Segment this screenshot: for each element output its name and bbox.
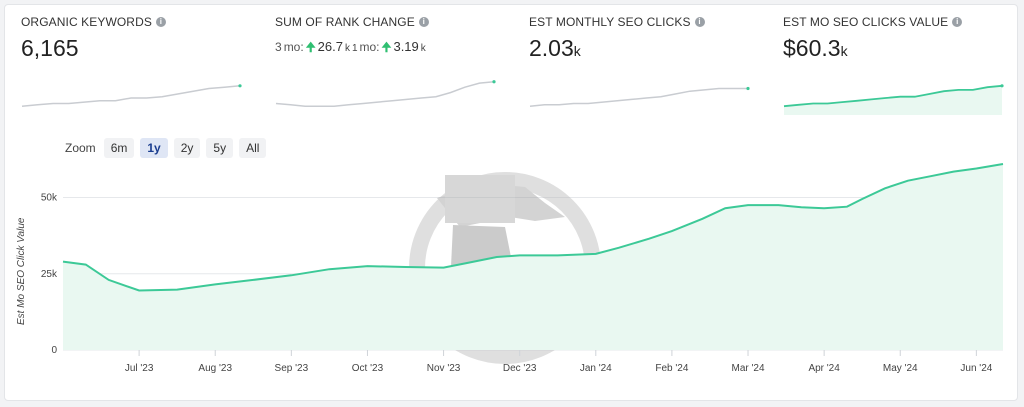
x-tick-label: Oct '23 bbox=[352, 363, 384, 374]
sparkline-line bbox=[783, 84, 1003, 108]
metric-value: 2.03k bbox=[529, 35, 759, 62]
y-axis-label: Est Mo SEO Click Value bbox=[16, 217, 27, 325]
arrow-up-icon: 🠉 bbox=[381, 40, 392, 54]
metric-organic-keywords: ORGANIC KEYWORDS i 6,165 bbox=[21, 15, 251, 120]
y-tick-label: 25k bbox=[41, 269, 58, 280]
metric-title-text: SUM OF RANK CHANGE bbox=[275, 15, 415, 29]
main-area-chart: Jul '23 Aug '23 Sep '23 Oct '23 Nov '23 Dec '… bbox=[41, 163, 1004, 374]
x-tick-label: Sep '23 bbox=[275, 363, 309, 374]
arrow-up-icon: 🠉 bbox=[305, 40, 316, 54]
sparkline-end-dot bbox=[746, 86, 750, 91]
sparkline-end-dot bbox=[238, 84, 242, 88]
y-tick-label: 0 bbox=[51, 345, 57, 356]
x-tick-label: Jan '24 bbox=[580, 363, 612, 374]
metric-est-monthly-seo-clicks: EST MONTHLY SEO CLICKS i 2.03k bbox=[529, 15, 759, 120]
sparkline-line bbox=[21, 85, 241, 107]
rank-change-value-1: 26.7 bbox=[317, 39, 343, 54]
metric-value-suffix: k bbox=[840, 43, 848, 59]
metric-title-text: EST MO SEO CLICKS VALUE bbox=[783, 15, 949, 29]
x-tick-label: Feb '24 bbox=[655, 363, 688, 374]
sparkline-end-dot bbox=[492, 80, 496, 84]
zoom-2y-button[interactable]: 2y bbox=[173, 138, 201, 158]
metric-value-text: $60.3 bbox=[783, 35, 841, 61]
sparkline-line bbox=[275, 80, 495, 107]
metric-value-suffix: k bbox=[573, 43, 581, 59]
sparkline-area bbox=[784, 85, 1002, 115]
chart-series-line bbox=[62, 163, 1004, 292]
metric-sum-rank-change: SUM OF RANK CHANGE i 3 mo: 🠉 26.7 k 1 mo… bbox=[275, 15, 505, 120]
metric-value: 6,165 bbox=[21, 35, 251, 62]
sparkline-seo-clicks-value bbox=[783, 84, 1004, 115]
rank-change-values: 3 mo: 🠉 26.7 k 1 mo: 🠉 3.19 k bbox=[275, 38, 505, 59]
zoom-all-button[interactable]: All bbox=[239, 138, 267, 158]
analytics-card: ORGANIC KEYWORDS i 6,165 SUM OF RANK CHA… bbox=[4, 4, 1018, 401]
x-axis-ticks: Jul '23 Aug '23 Sep '23 Oct '23 Nov '23 Dec '… bbox=[125, 350, 993, 374]
rank-period-3: 3 bbox=[275, 40, 282, 54]
metric-title-text: EST MONTHLY SEO CLICKS bbox=[529, 15, 691, 29]
zoom-controls: Zoom 6m 1y 2y 5y All bbox=[65, 138, 267, 158]
metric-title-text: ORGANIC KEYWORDS bbox=[21, 15, 152, 29]
metric-value-text: 2.03 bbox=[529, 35, 574, 61]
sparkline-seo-clicks bbox=[529, 86, 750, 107]
info-circle-icon[interactable]: i bbox=[155, 17, 166, 27]
info-circle-icon[interactable]: i bbox=[418, 17, 429, 27]
metric-est-mo-seo-clicks-value: EST MO SEO CLICKS VALUE i $60.3k bbox=[783, 15, 1013, 120]
metric-title: SUM OF RANK CHANGE i bbox=[275, 15, 505, 29]
info-circle-icon[interactable]: i bbox=[952, 17, 963, 27]
metric-title: EST MO SEO CLICKS VALUE i bbox=[783, 15, 1013, 29]
metric-value-text: 6,165 bbox=[21, 35, 79, 61]
zoom-6m-button[interactable]: 6m bbox=[103, 138, 135, 158]
metric-title: ORGANIC KEYWORDS i bbox=[21, 15, 251, 29]
rank-period-1: 1 bbox=[351, 43, 358, 54]
x-tick-label: Aug '23 bbox=[198, 363, 232, 374]
x-tick-label: Mar '24 bbox=[731, 363, 764, 374]
x-tick-label: Jun '24 bbox=[960, 363, 992, 374]
rank-change-value-2: 3.19 bbox=[393, 39, 419, 54]
sparkline-end-dot bbox=[1000, 84, 1004, 88]
sparkline-organic-keywords bbox=[21, 84, 242, 107]
rank-change-unit-2: k bbox=[420, 43, 426, 54]
x-tick-label: Jul '23 bbox=[125, 363, 154, 374]
rank-period-label: mo: bbox=[359, 40, 380, 54]
x-tick-label: May '24 bbox=[883, 363, 918, 374]
rank-period-label: mo: bbox=[283, 40, 304, 54]
zoom-1y-button[interactable]: 1y bbox=[140, 138, 168, 158]
sparkline-rank-change bbox=[275, 80, 496, 107]
rank-change-unit-1: k bbox=[344, 43, 350, 54]
metric-value: $60.3k bbox=[783, 35, 1013, 62]
zoom-5y-button[interactable]: 5y bbox=[206, 138, 234, 158]
chart-area-fill bbox=[63, 164, 1003, 350]
info-circle-icon[interactable]: i bbox=[694, 17, 705, 27]
y-tick-label: 50k bbox=[41, 193, 58, 204]
metric-title: EST MONTHLY SEO CLICKS i bbox=[529, 15, 759, 29]
x-tick-label: Nov '23 bbox=[427, 363, 461, 374]
y-axis-ticks: 0 25k 50k bbox=[41, 193, 58, 357]
sparkline-line bbox=[529, 87, 748, 107]
zoom-label: Zoom bbox=[65, 141, 96, 155]
x-tick-label: Dec '23 bbox=[503, 363, 537, 374]
x-tick-label: Apr '24 bbox=[808, 363, 840, 374]
